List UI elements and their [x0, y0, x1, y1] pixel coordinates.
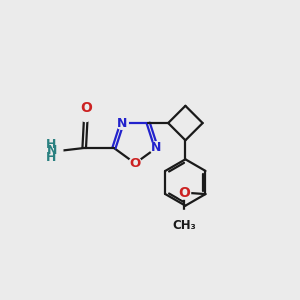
Text: H: H — [46, 151, 57, 164]
Text: CH₃: CH₃ — [172, 219, 196, 232]
Circle shape — [116, 117, 128, 129]
Text: N: N — [117, 116, 127, 130]
Text: O: O — [80, 101, 92, 115]
Circle shape — [150, 142, 163, 154]
Text: H: H — [46, 138, 57, 151]
Circle shape — [42, 140, 63, 161]
Circle shape — [176, 210, 192, 227]
Text: N: N — [47, 144, 58, 158]
Text: O: O — [178, 186, 190, 200]
Circle shape — [129, 157, 141, 170]
Text: N: N — [151, 142, 161, 154]
Text: O: O — [130, 157, 141, 170]
Circle shape — [79, 108, 92, 122]
Circle shape — [178, 186, 190, 199]
